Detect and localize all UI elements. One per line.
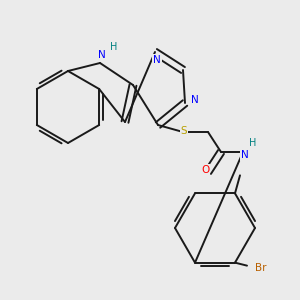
Text: S: S — [181, 126, 187, 136]
Text: Br: Br — [255, 262, 267, 273]
Text: N: N — [241, 150, 249, 160]
Text: N: N — [153, 55, 161, 65]
Text: O: O — [201, 165, 209, 175]
Text: H: H — [249, 138, 257, 148]
Text: N: N — [98, 50, 106, 60]
Text: H: H — [110, 42, 117, 52]
Text: N: N — [191, 95, 199, 105]
